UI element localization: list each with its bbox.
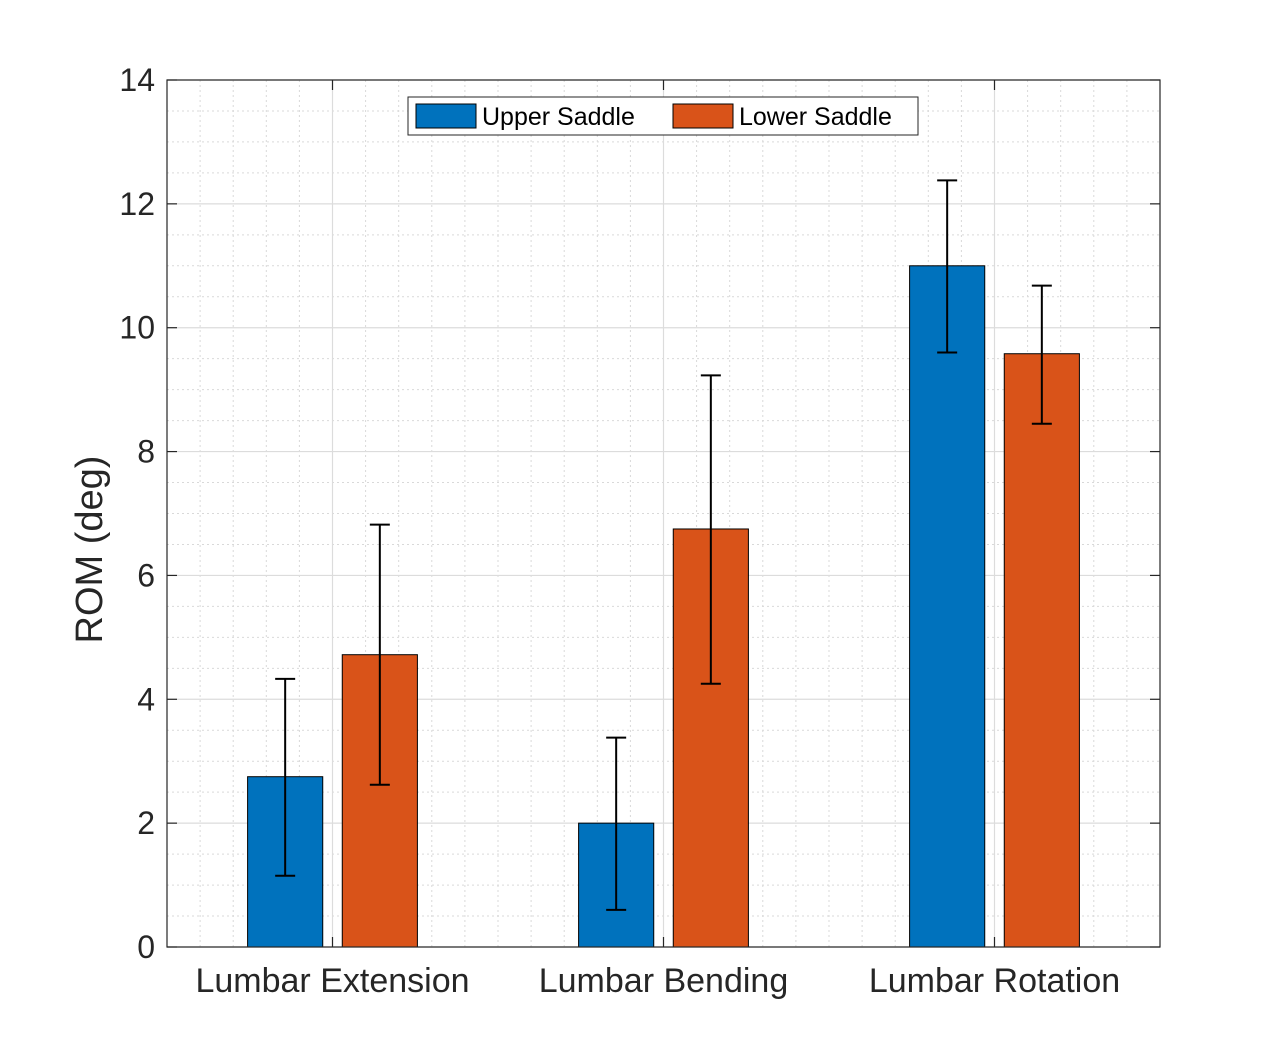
y-tick-label: 0 [137,929,155,965]
bar [909,265,986,948]
error-bars [275,179,1052,911]
legend: Upper Saddle Lower Saddle [407,96,919,136]
y-tick-label: 8 [137,434,155,470]
x-tick-label: Lumbar Extension [195,962,469,1000]
x-tick-labels: Lumbar Extension Lumbar Bending Lumbar Rot… [195,962,1120,1000]
x-tick-label: Lumbar Rotation [869,962,1120,1000]
bar [1003,353,1080,948]
y-tick-labels: 0 2 4 6 8 10 12 14 [119,62,155,965]
legend-swatch [672,103,734,129]
axis-ticks [167,79,1160,948]
y-tick-label: 14 [119,62,155,98]
y-tick-label: 10 [119,310,155,346]
legend-label: Lower Saddle [739,103,892,131]
y-tick-label: 4 [137,681,155,717]
y-tick-label: 12 [119,186,155,222]
legend-swatch [415,103,477,129]
y-tick-label: 2 [137,805,155,841]
y-axis-label: ROM (deg) [69,456,111,644]
legend-box [407,96,919,136]
legend-label: Upper Saddle [482,103,635,131]
x-tick-label: Lumbar Bending [539,962,789,1000]
bars [247,265,1080,948]
y-tick-label: 6 [137,557,155,593]
